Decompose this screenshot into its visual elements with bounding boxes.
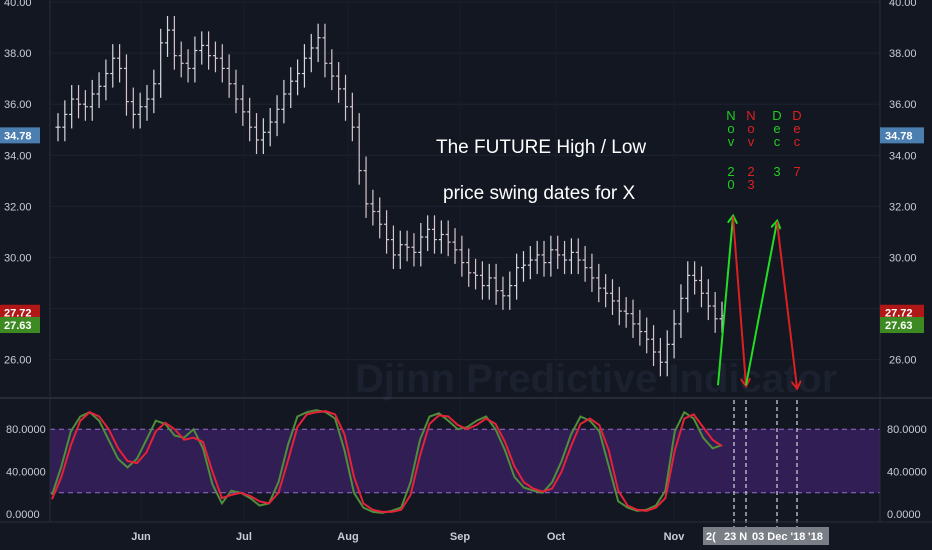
ohlc-bars (55, 16, 725, 377)
date-label-box (703, 527, 721, 545)
date-label-box (749, 527, 819, 545)
date-label: 23 N (724, 531, 747, 543)
price-badge-left (0, 317, 40, 334)
osc-tick-left: 40.0000 (6, 467, 46, 479)
price-tick-left: 34.00 (4, 150, 32, 162)
price-badge-right-text: 27.72 (885, 308, 913, 320)
price-badge-right (880, 304, 924, 321)
projection-arrow (717, 217, 733, 386)
annotation-line-2: price swing dates for X (443, 183, 636, 204)
osc-tick-right: 80.0000 (887, 424, 927, 436)
osc-tick-left: 80.0000 (6, 424, 46, 436)
marker-month-letter: N (726, 108, 735, 123)
marker-month-letter: c (774, 134, 781, 149)
date-label-box (805, 527, 829, 545)
date-axis-labels: 2( 23 N 03 Dec '18'18 (703, 527, 829, 545)
annotation-text: The FUTURE High / Low price swing dates … (436, 137, 646, 204)
marker-month-letter: e (773, 121, 780, 136)
date-label: 2( (706, 531, 716, 543)
price-tick-right: 26.00 (889, 355, 917, 367)
annotation-line-1: The FUTURE High / Low (436, 137, 646, 158)
price-badge-right (880, 127, 924, 144)
price-tick-left: 38.00 (4, 48, 32, 60)
projection-arrow (776, 221, 797, 388)
price-tick-right: 30.00 (889, 252, 917, 264)
month-label: Nov (664, 531, 686, 543)
price-tick-right: 32.00 (889, 201, 917, 213)
marker-day-digit: 2 (727, 164, 734, 179)
date-label: '18 (808, 531, 823, 543)
marker-day-digit: 0 (727, 177, 734, 192)
price-tick-right: 36.00 (889, 99, 917, 111)
projection-arrow (732, 216, 746, 386)
price-tick-right: 34.00 (889, 150, 917, 162)
projection-arrows (717, 216, 797, 528)
marker-day-digit: 3 (747, 177, 754, 192)
marker-month-letter: v (748, 134, 755, 149)
price-tick-left: 40.00 (4, 0, 32, 9)
oscillator-band (50, 428, 880, 494)
price-tick-right: 40.00 (889, 0, 917, 9)
price-badge-left (0, 304, 40, 321)
month-label: Sep (450, 531, 470, 543)
marker-day-digit: 3 (773, 164, 780, 179)
marker-month-letter: D (792, 108, 801, 123)
price-badge-right-text: 27.63 (885, 320, 913, 332)
price-badge-left-text: 27.72 (4, 308, 32, 320)
osc-tick-right: 40.0000 (887, 467, 927, 479)
price-tick-left: 32.00 (4, 201, 32, 213)
price-tick-right: 38.00 (889, 48, 917, 60)
month-label: Aug (337, 531, 358, 543)
month-label: Jun (131, 531, 151, 543)
marker-month-letter: o (747, 121, 754, 136)
oscillator-series-line (51, 410, 723, 513)
projection-arrow (745, 222, 777, 386)
date-label-box (721, 527, 749, 545)
marker-day-digit: 2 (747, 164, 754, 179)
date-label: 03 Dec '18 (752, 531, 805, 543)
marker-month-letter: D (772, 108, 781, 123)
osc-tick-right: 0.0000 (887, 509, 921, 521)
price-tick-left: 36.00 (4, 99, 32, 111)
price-badge-right-text: 34.78 (885, 130, 913, 142)
price-badge-left-text: 34.78 (4, 130, 32, 142)
price-tick-left: 26.00 (4, 355, 32, 367)
marker-month-letter: c (794, 134, 801, 149)
watermark-layer: Djinn Predictive Indicator (355, 357, 837, 401)
marker-month-letter: e (793, 121, 800, 136)
oscillator-lines (51, 409, 723, 514)
watermark: Djinn Predictive Indicator (355, 357, 837, 401)
marker-day-digit: 7 (793, 164, 800, 179)
osc-tick-left: 0.0000 (6, 509, 40, 521)
month-label: Jul (236, 531, 252, 543)
overbought-oversold-band (50, 429, 880, 493)
marker-month-letter: o (727, 121, 734, 136)
price-badge-left-text: 27.63 (4, 320, 32, 332)
price-badge-left (0, 127, 40, 144)
marker-month-letter: v (728, 134, 735, 149)
price-badge-right (880, 317, 924, 334)
month-label: Oct (547, 531, 566, 543)
price-tick-left: 30.00 (4, 252, 32, 264)
marker-month-letter: N (746, 108, 755, 123)
